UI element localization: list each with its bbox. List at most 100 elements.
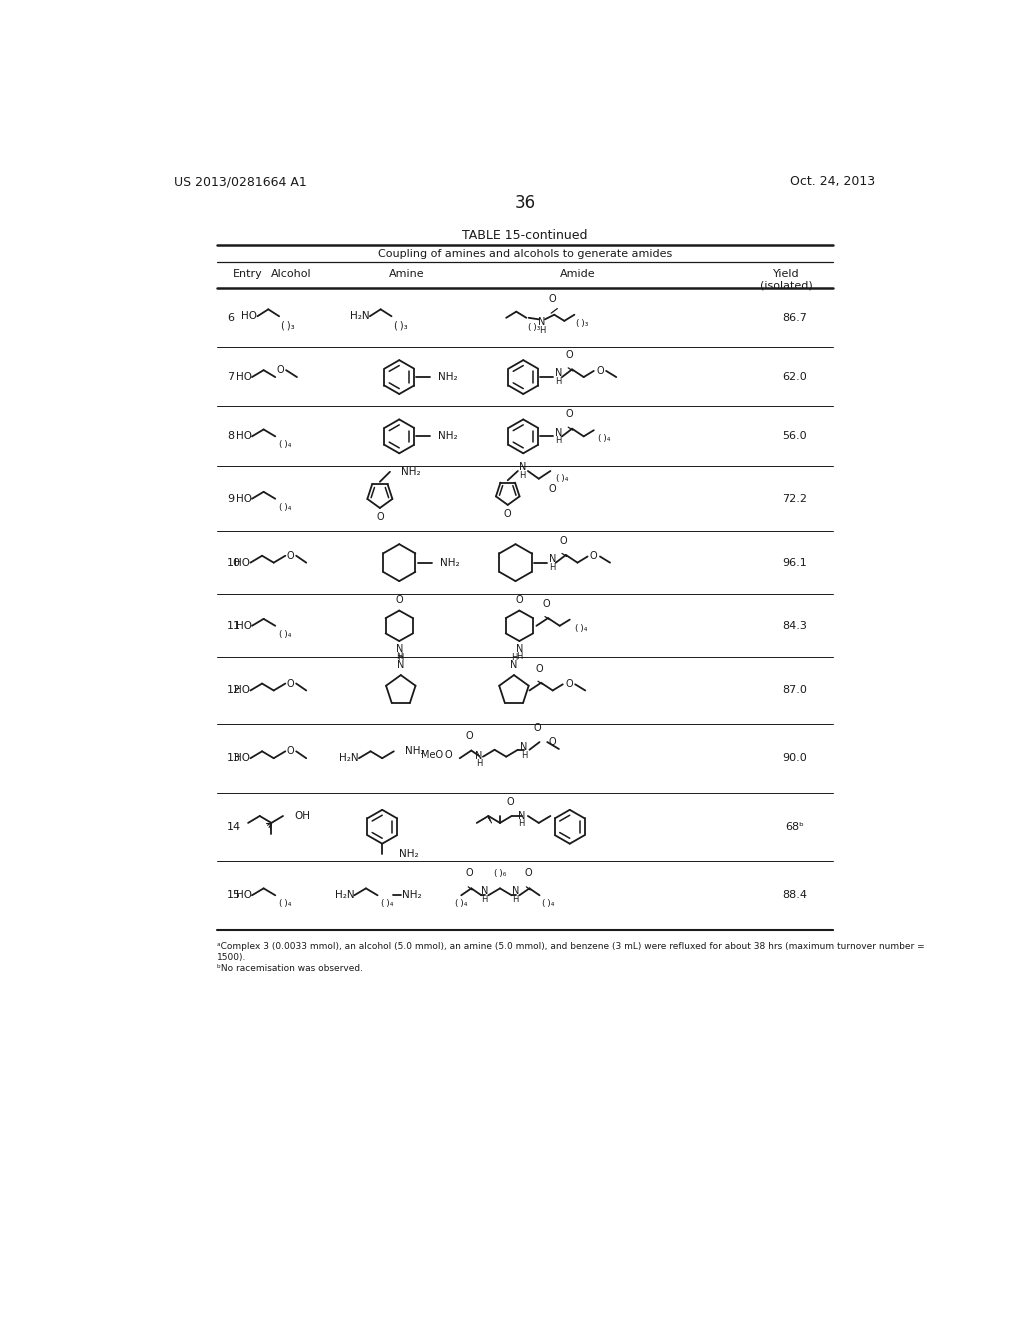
- Text: 36: 36: [514, 194, 536, 213]
- Text: 8: 8: [227, 432, 234, 441]
- Text: ( )₄: ( )₄: [455, 899, 467, 908]
- Text: O: O: [466, 731, 473, 742]
- Text: H: H: [555, 378, 561, 387]
- Text: 84.3: 84.3: [782, 620, 807, 631]
- Text: ( )₄: ( )₄: [280, 441, 292, 449]
- Text: NH₂: NH₂: [439, 557, 459, 568]
- Text: H: H: [512, 895, 519, 904]
- Text: 12: 12: [227, 685, 242, 696]
- Text: H: H: [555, 437, 561, 445]
- Text: N: N: [519, 462, 526, 473]
- Text: ᵇNo racemisation was observed.: ᵇNo racemisation was observed.: [217, 964, 364, 973]
- Text: 13: 13: [227, 754, 242, 763]
- Text: NH₂: NH₂: [438, 432, 458, 441]
- Text: TABLE 15-continued: TABLE 15-continued: [462, 228, 588, 242]
- Text: O: O: [395, 595, 403, 605]
- Text: NH₂: NH₂: [399, 850, 419, 859]
- Text: H: H: [549, 562, 555, 572]
- Text: H: H: [476, 759, 482, 768]
- Text: HO: HO: [234, 754, 251, 763]
- Text: H₂N: H₂N: [339, 754, 359, 763]
- Text: ( )₄: ( )₄: [598, 434, 610, 444]
- Text: O: O: [536, 664, 544, 673]
- Text: OH: OH: [295, 810, 310, 821]
- Text: ( )₄: ( )₄: [280, 630, 292, 639]
- Text: O: O: [287, 746, 295, 756]
- Text: 87.0: 87.0: [782, 685, 807, 696]
- Text: HO: HO: [234, 685, 251, 696]
- Text: O: O: [444, 750, 452, 760]
- Text: NH₂: NH₂: [401, 890, 421, 900]
- Text: O: O: [287, 678, 295, 689]
- Text: 88.4: 88.4: [782, 890, 807, 900]
- Text: 96.1: 96.1: [782, 557, 807, 568]
- Text: O: O: [566, 350, 573, 360]
- Text: HO: HO: [236, 494, 252, 504]
- Text: N: N: [397, 660, 404, 669]
- Text: O: O: [376, 512, 384, 521]
- Text: ᵃComplex 3 (0.0033 mmol), an alcohol (5.0 mmol), an amine (5.0 mmol), and benzen: ᵃComplex 3 (0.0033 mmol), an alcohol (5.…: [217, 942, 925, 952]
- Text: N: N: [518, 810, 525, 821]
- Text: H₂N: H₂N: [335, 890, 354, 900]
- Text: HO: HO: [236, 372, 252, 381]
- Text: O: O: [534, 723, 541, 733]
- Text: O: O: [287, 550, 295, 561]
- Text: ( )₄: ( )₄: [542, 899, 554, 908]
- Text: ( )₄: ( )₄: [556, 474, 568, 483]
- Text: H: H: [397, 653, 404, 663]
- Text: N: N: [549, 554, 556, 564]
- Text: 10: 10: [227, 557, 242, 568]
- Text: ( )₆: ( )₆: [494, 870, 506, 878]
- Text: O: O: [566, 409, 573, 420]
- Text: 62.0: 62.0: [782, 372, 807, 381]
- Text: N: N: [512, 887, 519, 896]
- Text: Yield
(isolated): Yield (isolated): [761, 269, 813, 290]
- Text: 15: 15: [227, 890, 242, 900]
- Text: MeO: MeO: [421, 750, 442, 760]
- Text: HO: HO: [236, 432, 252, 441]
- Text: O: O: [549, 294, 556, 304]
- Text: N: N: [481, 887, 488, 896]
- Text: Alcohol: Alcohol: [270, 269, 311, 279]
- Text: 11: 11: [227, 620, 242, 631]
- Text: NH₂: NH₂: [400, 467, 421, 477]
- Text: ( )₄: ( )₄: [280, 503, 292, 512]
- Text: O: O: [549, 737, 556, 747]
- Text: 6: 6: [227, 313, 234, 323]
- Text: N: N: [520, 742, 527, 752]
- Text: 1500).: 1500).: [217, 953, 247, 962]
- Text: N: N: [475, 751, 482, 760]
- Text: N: N: [510, 660, 518, 669]
- Text: H: H: [511, 653, 517, 663]
- Text: O: O: [560, 536, 567, 545]
- Text: N: N: [516, 644, 523, 655]
- Text: ( )₃: ( )₃: [282, 321, 295, 330]
- Text: H: H: [518, 820, 525, 828]
- Text: ( )₃: ( )₃: [394, 321, 408, 330]
- Text: O: O: [565, 680, 572, 689]
- Text: N: N: [395, 644, 402, 655]
- Text: H: H: [519, 471, 525, 480]
- Text: 68ᵇ: 68ᵇ: [785, 822, 804, 832]
- Text: 56.0: 56.0: [782, 432, 807, 441]
- Text: O: O: [524, 869, 531, 878]
- Text: US 2013/0281664 A1: US 2013/0281664 A1: [174, 176, 307, 187]
- Text: NH₂: NH₂: [404, 746, 424, 756]
- Text: H: H: [481, 895, 487, 904]
- Text: H: H: [396, 652, 402, 661]
- Text: NH₂: NH₂: [438, 372, 458, 381]
- Text: HO: HO: [234, 557, 251, 568]
- Text: 7: 7: [227, 372, 234, 381]
- Text: 72.2: 72.2: [782, 494, 807, 504]
- Text: H: H: [521, 751, 527, 759]
- Text: ( )₄: ( )₄: [575, 623, 588, 632]
- Text: N: N: [555, 428, 562, 437]
- Text: Amide: Amide: [560, 269, 595, 279]
- Text: N: N: [555, 368, 562, 379]
- Text: 86.7: 86.7: [782, 313, 807, 323]
- Text: H: H: [539, 326, 545, 334]
- Text: 14: 14: [227, 822, 242, 832]
- Text: H: H: [516, 652, 522, 661]
- Text: O: O: [506, 797, 514, 807]
- Text: ( )₄: ( )₄: [381, 899, 394, 908]
